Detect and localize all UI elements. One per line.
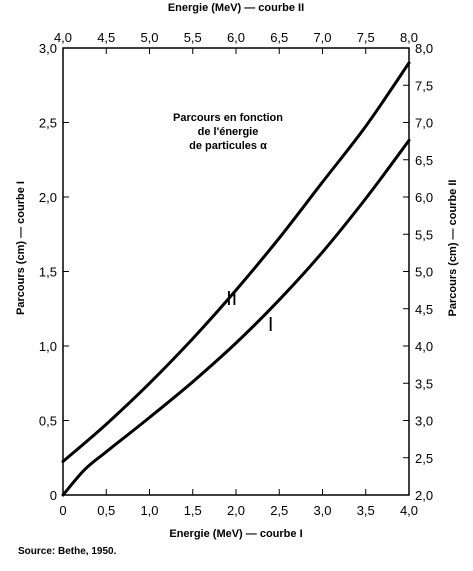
curves: III [61,61,411,497]
curve-II [61,61,411,463]
curve-label-I: I [268,314,274,336]
right-tick-label: 8,0 [415,41,433,56]
source-note: Source: Bethe, 1950. [18,546,117,557]
bottom-tick-label: 3,5 [357,503,375,518]
bottom-axis-title: Energie (MeV) — courbe I [169,528,302,540]
right-tick-label: 2,5 [415,451,433,466]
annotation-line-1: Parcours en fonction [173,112,283,124]
annotation-line-2: de l'énergie [198,126,259,138]
bottom-tick-label: 0 [59,503,66,518]
right-tick-label: 2,0 [415,488,433,503]
bottom-tick-label: 4,0 [400,503,418,518]
right-axis-title: Parcours (cm) — courbe II [447,180,459,317]
top-tick-label: 5,5 [184,30,202,45]
top-tick-label: 4,5 [97,30,115,45]
bottom-tick-label: 1,5 [184,503,202,518]
left-tick-label: 1,0 [39,339,57,354]
right-tick-label: 3,5 [415,376,433,391]
bottom-tick-label: 3,0 [313,503,331,518]
bottom-tick-label: 2,5 [270,503,288,518]
left-tick-label: 2,0 [39,190,57,205]
left-tick-label: 1,5 [39,265,57,280]
right-tick-label: 5,0 [415,265,433,280]
top-tick-label: 8,0 [400,30,418,45]
right-tick-label: 6,5 [415,153,433,168]
top-axis-title: Energie (MeV) — courbe II [168,2,304,14]
axis-tick-labels: 0 0,5 1,0 1,5 2,0 2,5 3,0 3,5 4,0 4,0 4,5 5,0 5,5 6,0… [39,30,433,518]
bottom-tick-label: 0,5 [97,503,115,518]
top-tick-label: 4,0 [54,30,72,45]
bottom-tick-label: 1,0 [140,503,158,518]
top-tick-label: 7,5 [357,30,375,45]
chart-annotation: Parcours en fonction de l'énergie de par… [173,112,283,152]
right-tick-label: 3,0 [415,414,433,429]
left-tick-label: 0 [50,488,57,503]
left-tick-label: 0,5 [39,414,57,429]
bottom-tick-label: 2,0 [227,503,245,518]
axis-ticks [62,47,410,496]
annotation-line-3: de particules α [189,140,267,152]
top-tick-label: 7,0 [313,30,331,45]
curve-label-II: II [226,288,237,310]
right-tick-label: 4,0 [415,339,433,354]
top-tick-label: 5,0 [140,30,158,45]
right-tick-label: 4,5 [415,302,433,317]
right-tick-label: 6,0 [415,190,433,205]
left-tick-label: 3,0 [39,41,57,56]
curve-I [61,138,411,497]
right-tick-label: 7,5 [415,78,433,93]
left-tick-label: 2,5 [39,116,57,131]
right-tick-label: 5,5 [415,227,433,242]
left-axis-title: Parcours (cm) — courbe I [15,181,27,315]
top-tick-label: 6,5 [270,30,288,45]
top-tick-label: 6,0 [227,30,245,45]
right-tick-label: 7,0 [415,116,433,131]
